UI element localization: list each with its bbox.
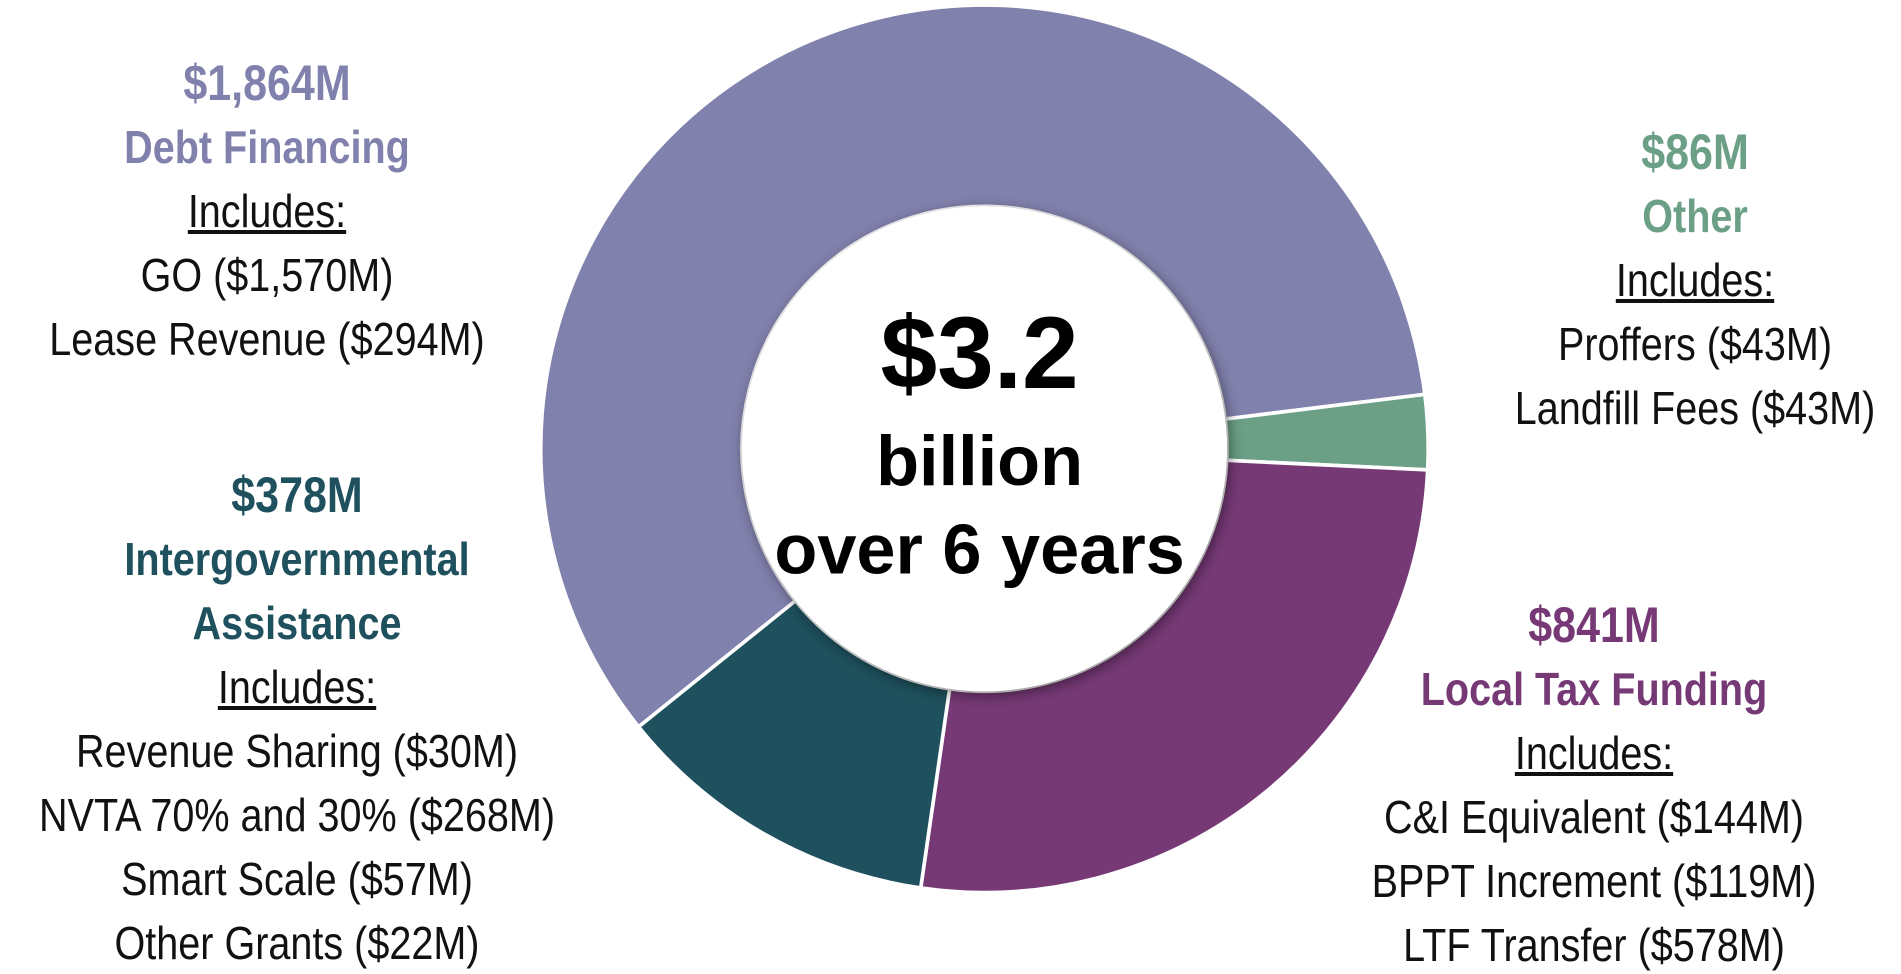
donut — [538, 3, 1430, 895]
donut-hole — [741, 206, 1227, 692]
detail-item: C&I Equivalent ($144M) — [1384, 790, 1805, 843]
label-block: $86M Other Includes: Proffers ($43M) Landfil… — [1515, 120, 1876, 440]
category-label: Other — [1642, 190, 1748, 243]
detail-item: NVTA 70% and 30% ($268M) — [39, 789, 556, 842]
center-line: over 6 years — [774, 510, 1184, 589]
includes-heading: Includes: — [187, 184, 346, 237]
detail-item: Revenue Sharing ($30M) — [76, 725, 519, 778]
includes-heading: Includes: — [1515, 726, 1674, 779]
value-label: $378M — [231, 467, 363, 524]
includes-heading: Includes: — [217, 661, 377, 714]
value-label: $86M — [1641, 124, 1749, 181]
detail-item: Other Grants ($22M) — [114, 917, 480, 970]
center-line: billion — [876, 421, 1083, 500]
center-label: $3.2 billion over 6 years — [774, 296, 1184, 588]
detail-item: Landfill Fees ($43M) — [1514, 382, 1876, 435]
detail-item: Smart Scale ($57M) — [121, 853, 473, 906]
category-label: Intergovernmental Assistance — [124, 533, 470, 650]
detail-item: BPPT Increment ($119M) — [1371, 854, 1817, 907]
value-label: $841M — [1528, 596, 1661, 653]
value-label: $1,864M — [183, 54, 351, 111]
label-block: $841M Local Tax Funding Includes: C&I Equiv… — [1372, 593, 1817, 974]
detail-item: GO ($1,570M) — [140, 248, 394, 301]
category-label: Debt Financing — [123, 120, 410, 173]
includes-heading: Includes: — [1615, 254, 1775, 307]
label-block: $1,864M Debt Financing Includes: GO ($1,570… — [49, 51, 484, 371]
category-label: Local Tax Funding — [1421, 662, 1768, 715]
detail-item: Lease Revenue ($294M) — [48, 312, 485, 365]
detail-item: Proffers ($43M) — [1557, 318, 1832, 371]
center-value: $3.2 — [881, 296, 1079, 410]
label-block: $378M Intergovernmental Assistance Include… — [39, 463, 555, 974]
detail-item: LTF Transfer ($578M) — [1403, 918, 1786, 971]
